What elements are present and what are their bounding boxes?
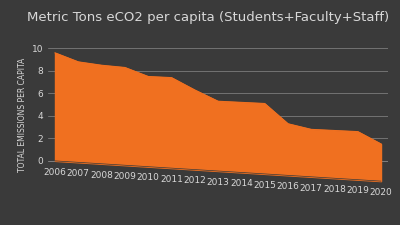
Text: 2016: 2016: [276, 182, 299, 191]
Text: 2009: 2009: [114, 172, 136, 181]
Text: 2011: 2011: [160, 175, 183, 184]
Text: 2010: 2010: [137, 173, 160, 182]
Text: 2018: 2018: [323, 185, 346, 194]
Text: 2008: 2008: [90, 171, 113, 180]
Text: 2013: 2013: [206, 178, 230, 187]
Y-axis label: TOTAL EMISSIONS PER CAPITA: TOTAL EMISSIONS PER CAPITA: [18, 58, 28, 172]
Text: 2019: 2019: [346, 187, 369, 196]
Text: Metric Tons eCO2 per capita (Students+Faculty+Staff): Metric Tons eCO2 per capita (Students+Fa…: [27, 11, 389, 24]
Text: 2012: 2012: [183, 176, 206, 185]
Text: 2006: 2006: [44, 168, 66, 177]
Text: 2017: 2017: [300, 184, 322, 193]
Text: 2014: 2014: [230, 179, 253, 188]
Text: 2020: 2020: [370, 188, 392, 197]
Text: 2007: 2007: [67, 169, 90, 178]
Text: 2015: 2015: [253, 181, 276, 190]
